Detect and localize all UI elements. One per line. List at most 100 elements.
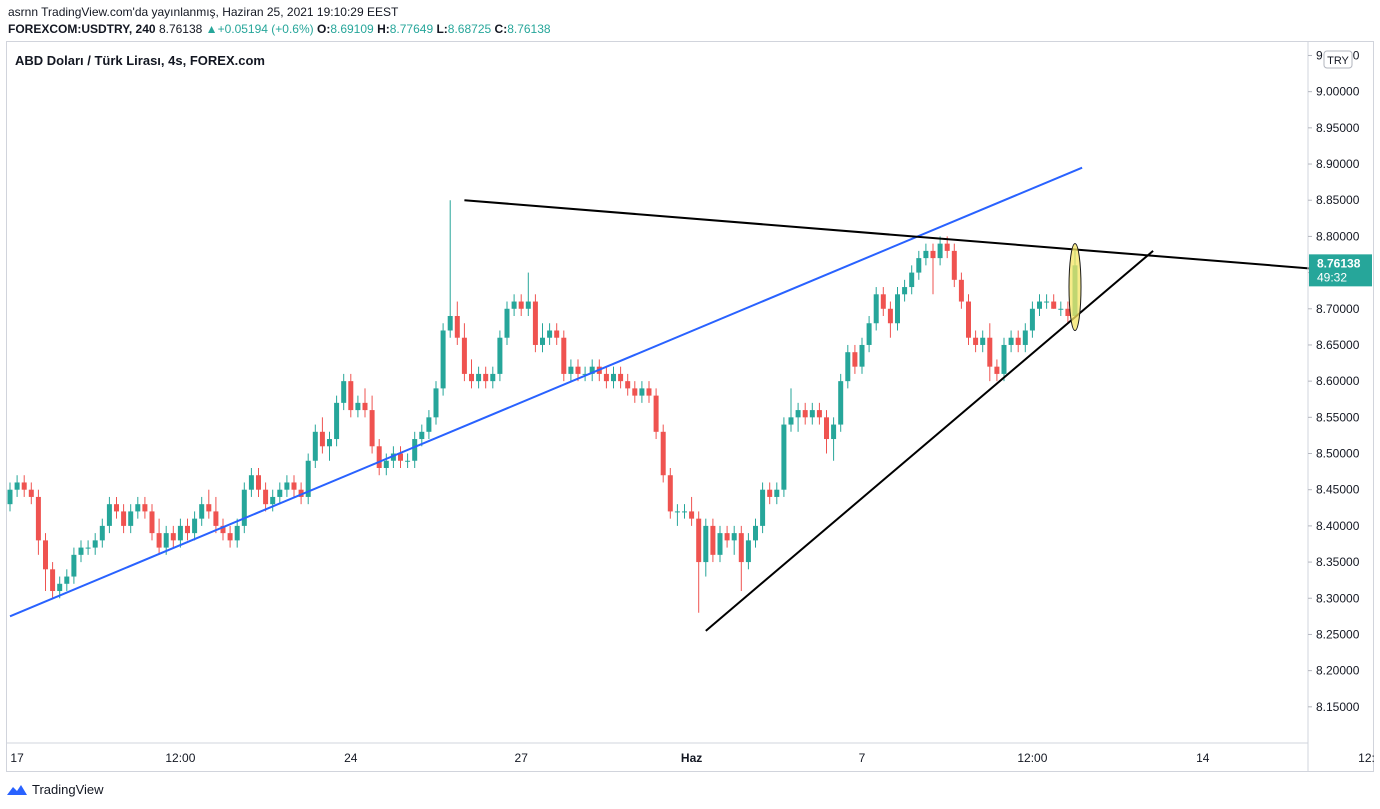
time-tick-label: 12:00: [1017, 751, 1047, 765]
candle: [582, 366, 588, 382]
candle: [64, 569, 70, 592]
candle: [816, 402, 822, 425]
price-axis[interactable]: 9.050009.000008.950008.900008.850008.800…: [1308, 48, 1360, 714]
chart-symbol-title: ABD Doları / Türk Lirası, 4s, FOREX.com: [15, 53, 265, 68]
candle: [880, 287, 886, 317]
candle: [930, 243, 936, 295]
time-tick-label: 12:00: [1358, 751, 1374, 765]
tradingview-logo-icon: [7, 784, 27, 795]
candle: [802, 402, 808, 425]
publication-info: TradingView.com'da yayınlanmış, Haziran …: [41, 5, 399, 19]
candle: [809, 402, 815, 425]
candle: [1058, 301, 1064, 317]
candle: [454, 301, 460, 345]
candles-layer: [7, 200, 1078, 613]
candle: [213, 496, 219, 534]
candle: [35, 489, 41, 555]
candle: [689, 496, 695, 526]
symbol-interval: FOREXCOM:USDTRY, 240: [8, 22, 156, 36]
last-price: 8.76138: [158, 22, 203, 36]
candle: [433, 381, 439, 425]
candle: [149, 504, 155, 541]
candle: [866, 316, 872, 353]
candle: [838, 373, 844, 432]
candle: [916, 250, 922, 280]
price-change: +0.05194 (+0.6%): [217, 22, 314, 36]
candle: [220, 518, 226, 541]
up-arrow-icon: ▲: [205, 22, 218, 36]
candle: [483, 366, 489, 389]
candle: [490, 366, 496, 389]
candle: [192, 511, 198, 541]
candle: [987, 323, 993, 382]
candle: [99, 518, 105, 548]
candle: [71, 547, 77, 584]
time-tick-label: 14: [1196, 751, 1210, 765]
candle: [21, 475, 27, 497]
candle: [831, 417, 837, 461]
candle: [646, 381, 652, 403]
candle: [135, 496, 141, 519]
candle: [469, 359, 474, 389]
high-value: 8.77649: [389, 22, 434, 36]
candle: [419, 424, 425, 447]
candle: [106, 496, 112, 534]
candle: [568, 359, 574, 382]
candle: [1022, 323, 1028, 353]
candle: [206, 489, 212, 519]
low-value: 8.68725: [447, 22, 492, 36]
price-tick-label: 8.20000: [1316, 664, 1360, 678]
price-tick-label: 8.95000: [1316, 121, 1360, 135]
candle: [639, 381, 645, 403]
open-label: O:: [316, 22, 331, 36]
candle: [845, 344, 851, 389]
candle: [703, 518, 709, 577]
candle: [611, 366, 616, 389]
price-tick-label: 9.00000: [1316, 85, 1360, 99]
candle: [497, 330, 503, 382]
candle: [291, 475, 297, 497]
price-tick-label: 8.35000: [1316, 555, 1360, 569]
candle: [859, 337, 865, 374]
candle: [7, 482, 13, 512]
candle: [618, 366, 624, 389]
candle: [1044, 294, 1050, 309]
price-tick-label: 8.55000: [1316, 410, 1360, 424]
candle: [369, 395, 375, 454]
candle: [1008, 330, 1014, 353]
publication-line: asrnn TradingView.com'da yayınlanmış, Ha…: [8, 5, 398, 19]
candle: [248, 467, 254, 497]
price-tick-label: 8.40000: [1316, 519, 1360, 533]
candle: [852, 344, 858, 374]
candle: [767, 482, 773, 505]
candle: [745, 533, 751, 570]
bar-countdown: 49:32: [1317, 270, 1347, 284]
lower-black-trendline[interactable]: [705, 250, 1154, 632]
candle: [632, 381, 638, 403]
candle: [426, 410, 432, 440]
candle: [760, 482, 766, 534]
highlight-ellipse[interactable]: [1068, 243, 1082, 331]
candle: [185, 518, 190, 541]
blue-trendline[interactable]: [9, 166, 1083, 618]
candle: [795, 402, 801, 432]
last-price-badge: 8.76138 49:32: [1309, 254, 1372, 287]
candle: [525, 272, 531, 317]
candle: [241, 482, 247, 534]
time-tick-label: Haz: [681, 751, 702, 765]
upper-black-trendline[interactable]: [464, 199, 1317, 270]
candle: [682, 504, 687, 519]
currency-badge: TRY: [1323, 50, 1353, 69]
time-tick-label: 24: [344, 751, 358, 765]
footer-brand[interactable]: TradingView: [6, 782, 104, 797]
candle: [1065, 301, 1071, 324]
brand-name: TradingView: [32, 782, 104, 797]
candle: [170, 525, 176, 548]
price-chart[interactable]: 9.050009.000008.950008.900008.850008.800…: [6, 41, 1374, 772]
candle: [873, 287, 879, 331]
candle: [1037, 294, 1042, 317]
candle: [319, 417, 325, 454]
candle: [511, 294, 517, 317]
time-tick-label: 12:00: [165, 751, 195, 765]
